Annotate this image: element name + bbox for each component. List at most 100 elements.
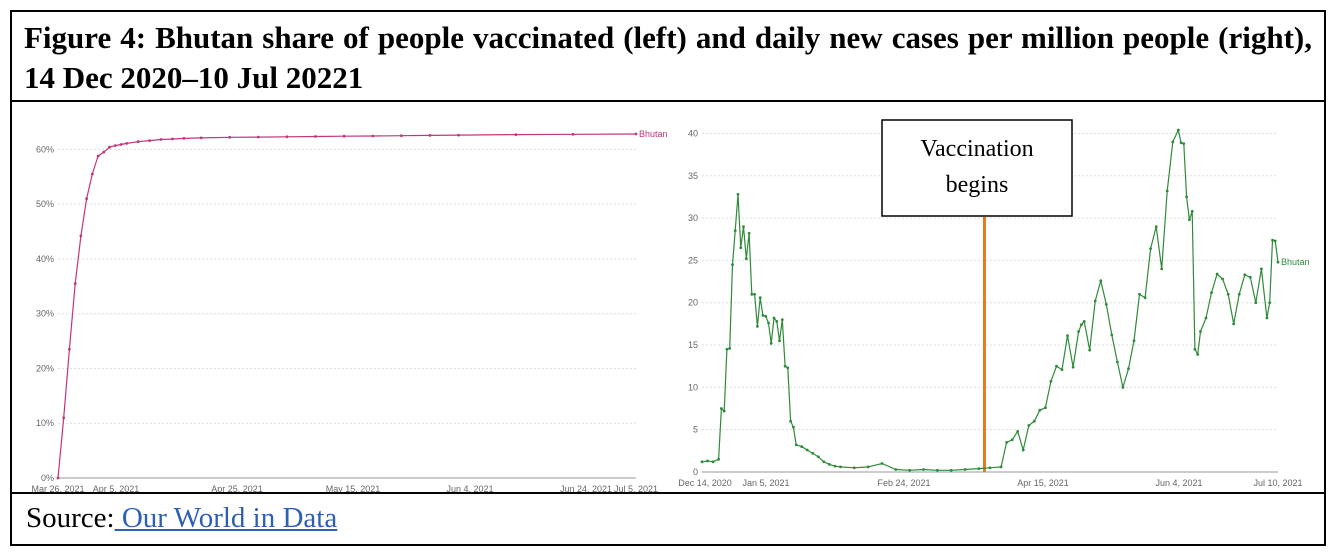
data-point [1221, 277, 1224, 281]
data-point [1271, 238, 1274, 242]
x-tick-label: Jun 4, 2021 [446, 484, 493, 492]
data-point [108, 145, 111, 149]
data-point [1010, 438, 1014, 442]
data-point [1021, 448, 1025, 452]
data-point [182, 137, 186, 140]
data-point [68, 347, 71, 351]
data-point [199, 136, 203, 140]
data-point [720, 407, 723, 410]
data-point [1273, 239, 1277, 243]
data-point [1049, 380, 1053, 383]
x-tick-label: Jul 5, 2021 [614, 484, 658, 492]
data-point [880, 462, 884, 465]
series-line-bhutan [57, 133, 637, 479]
x-tick-label: Feb 24, 2021 [877, 478, 930, 488]
data-point [828, 463, 831, 466]
source-link[interactable]: Our World in Data [114, 502, 338, 534]
y-tick-label: 20% [36, 363, 54, 373]
data-point [1171, 140, 1175, 144]
data-point [148, 139, 152, 142]
annotation-label-line2: begins [946, 172, 1009, 198]
data-point [711, 460, 715, 464]
data-point [1055, 364, 1058, 368]
data-point [783, 364, 787, 368]
data-point [79, 234, 83, 238]
source-label: Source: [26, 502, 115, 534]
data-point [400, 134, 403, 138]
data-point [1116, 360, 1119, 364]
data-point [1204, 316, 1208, 320]
figure-frame: Figure 4: Bhutan share of people vaccina… [10, 10, 1326, 546]
data-point [1127, 367, 1130, 371]
data-point [1082, 320, 1086, 323]
data-point [1160, 267, 1164, 271]
data-point [1093, 299, 1097, 303]
data-point [85, 197, 88, 201]
y-tick-label: 20 [688, 298, 698, 308]
data-point [816, 455, 820, 459]
data-point [228, 135, 232, 139]
data-point [706, 459, 709, 463]
x-tick-label: Apr 25, 2021 [211, 484, 263, 492]
data-point [772, 316, 776, 320]
data-point [786, 366, 790, 370]
data-point [1265, 316, 1269, 320]
data-point [792, 425, 795, 429]
data-point [1243, 273, 1247, 277]
data-point [1154, 225, 1158, 228]
data-point [1080, 323, 1083, 327]
data-point [1193, 347, 1197, 351]
y-tick-label: 5 [693, 425, 698, 435]
data-point [811, 452, 815, 455]
data-point [742, 225, 745, 228]
data-point [1179, 141, 1183, 145]
y-tick-label: 40 [688, 128, 698, 138]
data-point [700, 460, 704, 464]
data-point [963, 468, 967, 471]
data-point [1149, 247, 1152, 251]
data-point [1176, 128, 1180, 132]
data-point [1165, 189, 1169, 193]
data-point [1268, 301, 1272, 305]
data-point [1088, 348, 1092, 352]
data-point [1038, 408, 1042, 412]
data-point [949, 468, 953, 472]
data-point [1099, 279, 1103, 283]
data-point [1071, 365, 1075, 369]
data-point [285, 135, 289, 139]
data-point [90, 172, 94, 176]
data-point [758, 296, 762, 300]
x-tick-label: Jun 24, 2021 [560, 484, 612, 492]
data-point [1005, 441, 1008, 444]
data-point [999, 465, 1003, 469]
data-point [371, 134, 375, 138]
data-point [733, 229, 737, 233]
x-tick-label: Mar 26, 2021 [31, 484, 84, 492]
data-point [1254, 301, 1258, 305]
data-point [314, 135, 317, 138]
data-point [256, 135, 260, 139]
data-point [1027, 424, 1031, 427]
data-point [778, 339, 781, 343]
data-point [342, 134, 346, 138]
data-point [1182, 142, 1186, 145]
data-point [113, 144, 117, 147]
data-point [1044, 406, 1047, 410]
data-point [428, 134, 432, 137]
x-tick-label: May 15, 2021 [326, 484, 381, 492]
data-point [1132, 339, 1136, 343]
data-point [736, 193, 740, 196]
data-point [56, 476, 60, 480]
data-point [866, 465, 870, 469]
data-point [1215, 272, 1219, 276]
daily-cases-chart: 0 5 10 15 20 25 30 35 40 Dec 14, 2020 Jan 5, 2021 F… [678, 119, 1310, 488]
data-point [1190, 209, 1194, 213]
data-point [775, 320, 779, 323]
charts-area: 0% 10% 20% 30% 40% 50% 60% Mar 26, 2021 Apr 5, 2… [12, 102, 1324, 492]
data-point [514, 133, 518, 136]
data-point [159, 138, 163, 141]
data-point [1210, 291, 1213, 294]
data-point [717, 457, 720, 461]
x-tick-label: Jul 10, 2021 [1253, 478, 1302, 488]
data-point [1104, 303, 1108, 306]
